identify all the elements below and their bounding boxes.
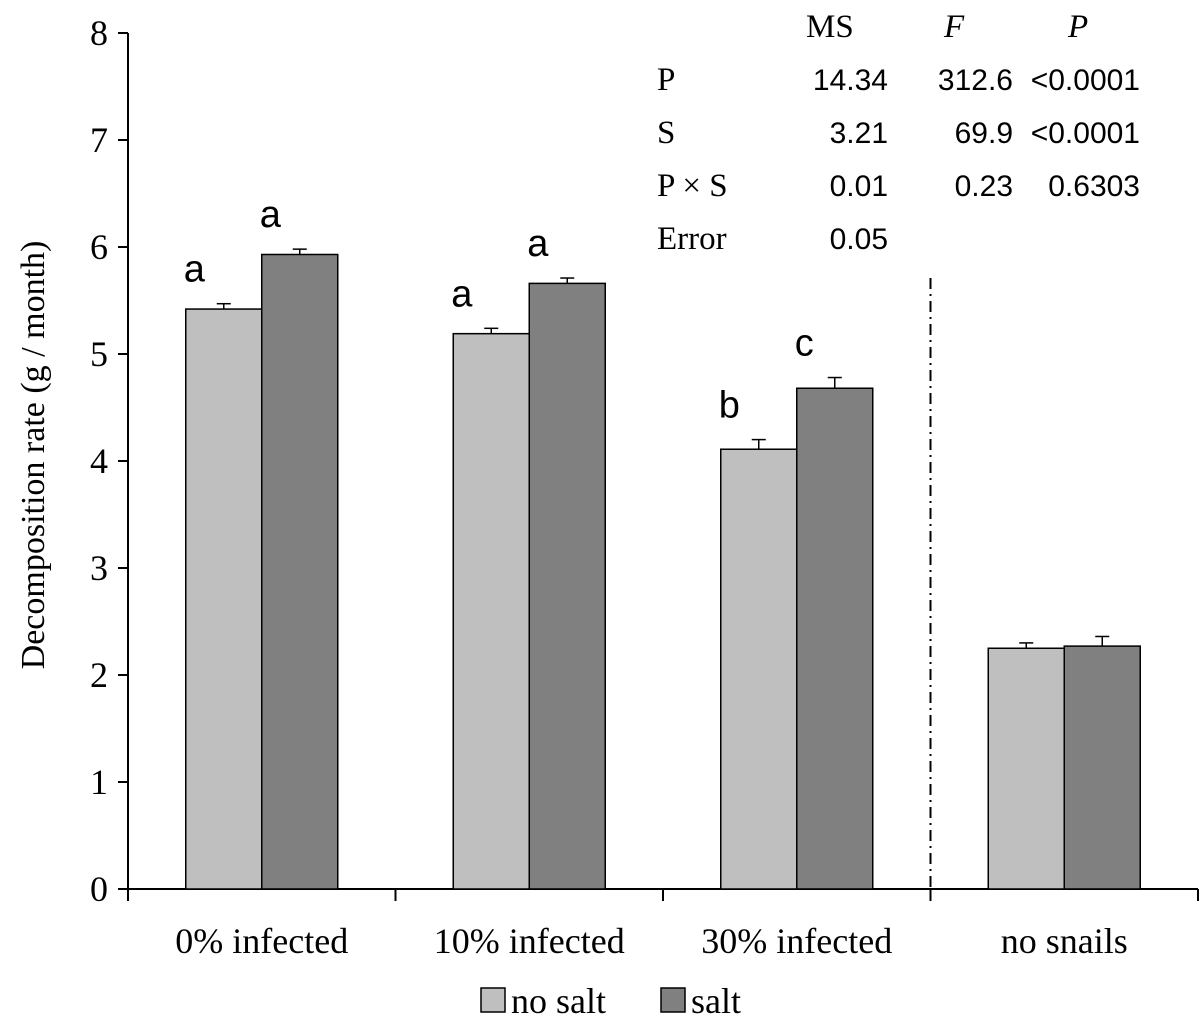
- table-header: P: [1067, 9, 1088, 45]
- table-cell-ms: 3.21: [830, 117, 888, 150]
- table-cell-p: 0.6303: [1048, 170, 1140, 203]
- table-cell-p: <0.0001: [1031, 64, 1140, 97]
- y-tick-label: 0: [90, 869, 108, 909]
- x-tick-label: 10% infected: [434, 921, 625, 961]
- significance-letter: b: [719, 385, 740, 427]
- table-header: F: [943, 9, 965, 45]
- plot-area: 0 1 2 3 4 5 6 7 8 0% infected 10% infected 30% infe…: [90, 9, 1199, 1021]
- y-tick-label: 2: [90, 655, 108, 695]
- table-cell-ms: 14.34: [813, 64, 888, 97]
- table-row-label: P: [657, 62, 675, 98]
- legend-swatch: [480, 987, 506, 1013]
- significance-letter: a: [451, 273, 473, 315]
- x-tick-label: 0% infected: [175, 921, 348, 961]
- table-header: MS: [806, 9, 854, 45]
- y-tick-label: 3: [90, 548, 108, 588]
- significance-letter: a: [184, 249, 206, 291]
- table-cell-f: 0.23: [955, 170, 1013, 203]
- bar: [987, 647, 1065, 890]
- bar: [185, 308, 263, 890]
- table-row-label: S: [657, 115, 675, 151]
- table-cell-p: <0.0001: [1031, 117, 1140, 150]
- y-tick-label: 5: [90, 334, 108, 374]
- significance-letter: a: [527, 223, 549, 265]
- bar: [1063, 645, 1141, 890]
- significance-letter: a: [260, 194, 282, 236]
- y-tick-label: 6: [90, 227, 108, 267]
- table-cell-ms: 0.01: [830, 170, 888, 203]
- y-tick-label: 7: [90, 120, 108, 160]
- x-tick-label: 30% infected: [701, 921, 892, 961]
- legend-label: salt: [691, 981, 741, 1021]
- y-tick-label: 1: [90, 762, 108, 802]
- y-tick-label: 4: [90, 441, 108, 481]
- table-row-label: Error: [657, 221, 727, 257]
- y-tick-label: 8: [90, 13, 108, 53]
- x-tick-label: no snails: [1001, 921, 1128, 961]
- table-cell-ms: 0.05: [830, 223, 888, 256]
- bar: [452, 332, 530, 890]
- legend-swatch: [660, 987, 686, 1013]
- bar: [720, 448, 798, 890]
- bar: [796, 387, 874, 890]
- legend-label: no salt: [511, 981, 606, 1021]
- table-cell-f: 312.6: [938, 64, 1013, 97]
- bar: [528, 282, 606, 890]
- bar: [261, 253, 339, 890]
- y-axis-label: Decomposition rate (g / month): [15, 241, 52, 670]
- significance-letter: c: [795, 323, 814, 365]
- table-row-label: P × S: [657, 168, 728, 204]
- table-cell-f: 69.9: [955, 117, 1013, 150]
